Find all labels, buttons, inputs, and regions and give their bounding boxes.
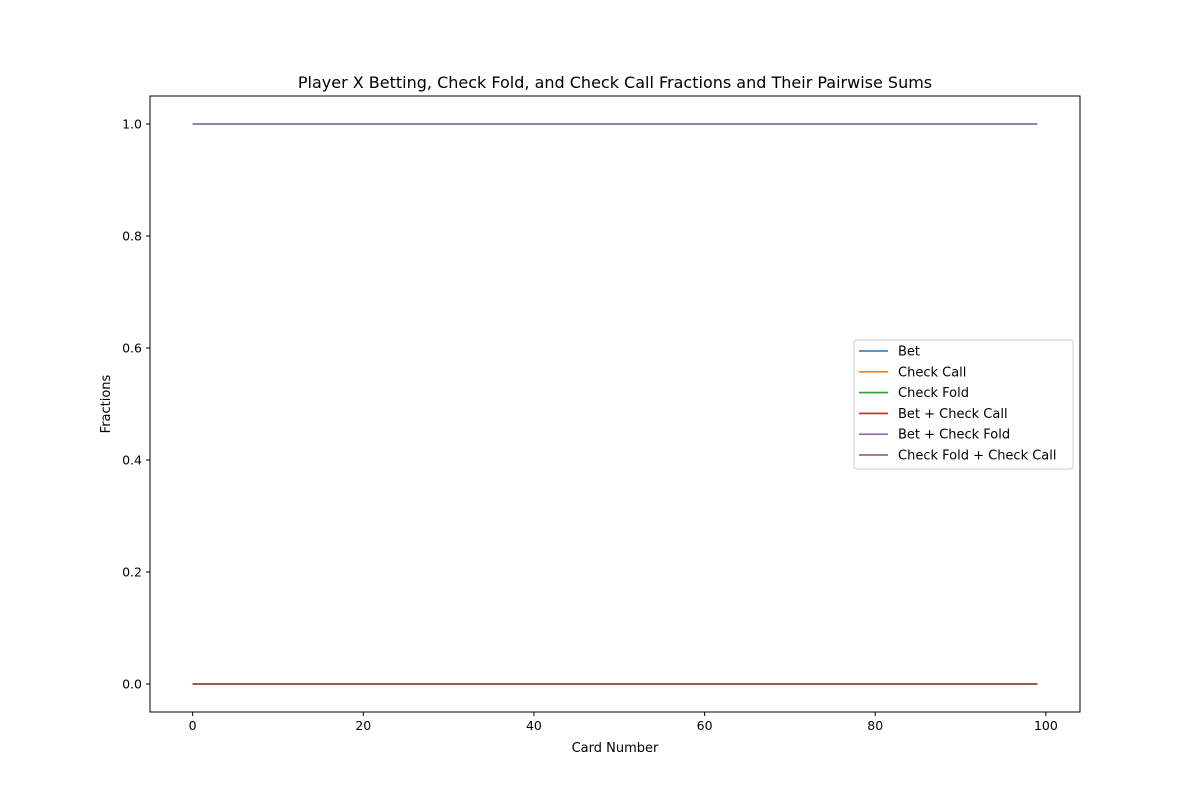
y-axis-label: Fractions bbox=[99, 374, 114, 433]
chart-title: Player X Betting, Check Fold, and Check … bbox=[298, 73, 932, 92]
x-tick-label: 40 bbox=[526, 718, 542, 733]
legend-entries: Bet Check Call Check Fold Bet + Check Call B… bbox=[859, 345, 1057, 464]
x-axis-ticks: 0 20 40 60 80 100 bbox=[189, 712, 1058, 733]
x-tick-label: 20 bbox=[355, 718, 371, 733]
x-tick-label: 80 bbox=[867, 718, 883, 733]
plot-frame bbox=[149, 95, 1081, 713]
legend-label: Check Call bbox=[898, 365, 966, 380]
x-tick-label: 60 bbox=[697, 718, 713, 733]
legend: Bet Check Call Check Fold Bet + Check Call B… bbox=[853, 339, 1074, 470]
y-axis-ticks: 0.0 0.2 0.4 0.6 0.8 1.0 bbox=[122, 117, 150, 692]
legend-label: Check Fold bbox=[898, 386, 969, 401]
x-tick-label: 0 bbox=[189, 718, 197, 733]
x-axis-label: Card Number bbox=[572, 741, 659, 756]
y-tick-label: 0.8 bbox=[122, 229, 142, 244]
legend-box bbox=[853, 339, 1074, 470]
legend-label: Bet + Check Call bbox=[898, 407, 1008, 422]
y-tick-label: 0.0 bbox=[122, 677, 142, 692]
legend-label: Check Fold + Check Call bbox=[898, 449, 1057, 464]
y-tick-label: 0.6 bbox=[122, 341, 142, 356]
x-tick-label: 100 bbox=[1034, 718, 1058, 733]
y-tick-label: 1.0 bbox=[122, 117, 142, 132]
legend-label: Bet + Check Fold bbox=[898, 428, 1010, 443]
legend-label: Bet bbox=[898, 345, 920, 360]
series-lines bbox=[192, 123, 1038, 685]
y-tick-label: 0.4 bbox=[122, 453, 142, 468]
y-tick-label: 0.2 bbox=[122, 565, 142, 580]
